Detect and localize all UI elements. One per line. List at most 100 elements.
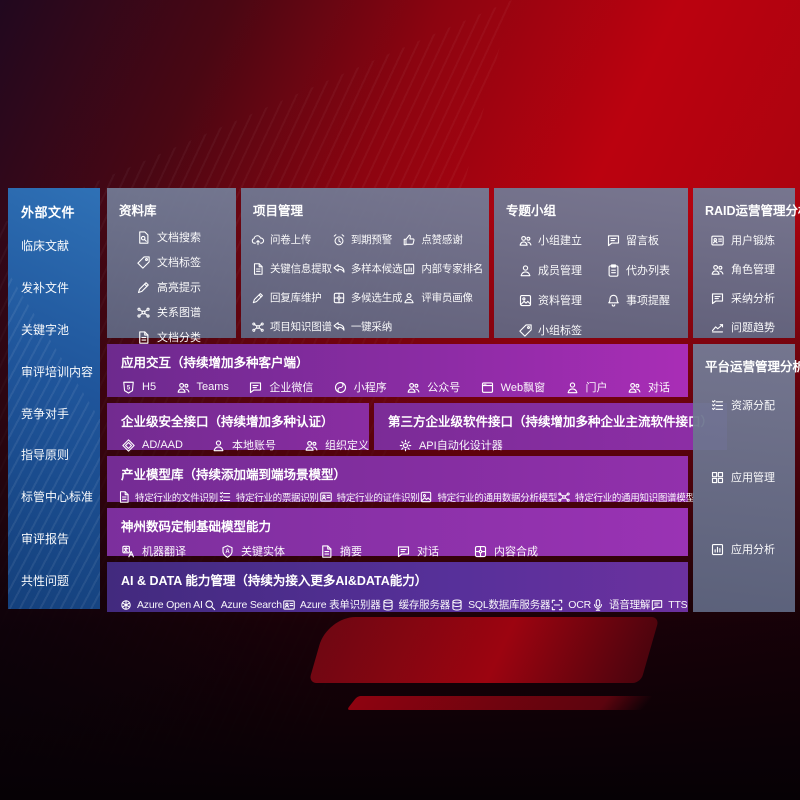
raid-item[interactable]: 角色管理 <box>710 261 795 277</box>
service-item[interactable]: SQL数据库服务器 <box>450 597 550 612</box>
multi-generate-icon <box>332 291 346 305</box>
item-label: TTS <box>668 598 688 611</box>
item-label: 应用分析 <box>731 544 775 556</box>
capability-item[interactable]: 对话 <box>396 543 439 559</box>
sidebar-item[interactable]: 发补文件 <box>21 279 94 296</box>
capability-item[interactable]: 关键实体 <box>220 543 285 559</box>
item-label: 采纳分析 <box>731 293 775 305</box>
group-item[interactable]: 事项提醒 <box>606 292 684 308</box>
raid-item[interactable]: 采纳分析 <box>710 290 795 306</box>
member-manage-icon <box>518 263 533 278</box>
item-label: 关键信息提取 <box>270 263 332 275</box>
item-label: 评审员画像 <box>421 292 473 304</box>
capability-item[interactable]: 内容合成 <box>473 543 538 559</box>
item-label: 组织定义 <box>324 440 369 452</box>
model-item[interactable]: 特定行业的通用数据分析模型 <box>419 490 557 504</box>
client-item[interactable]: 对话 <box>627 379 670 395</box>
project-item[interactable]: 回复库维护 <box>251 290 332 305</box>
client-item[interactable]: 小程序 <box>333 379 387 395</box>
platform-item[interactable]: 应用分析 <box>710 541 795 557</box>
panel-repository: 资料库 文档搜索 文档标签 高亮提示 关系图谱 文档分类 <box>107 188 236 344</box>
repository-item[interactable]: 高亮提示 <box>136 279 236 295</box>
project-item[interactable]: 关键信息提取 <box>251 261 332 276</box>
ad-aad-icon <box>121 438 136 453</box>
sidebar-item[interactable]: 审评报告 <box>21 530 94 547</box>
item-label: 多候选生成 <box>350 292 403 304</box>
service-item[interactable]: Azure 表单识别器 <box>282 597 381 612</box>
item-label: 标管中心标准 <box>21 490 94 505</box>
repository-item[interactable]: 文档分类 <box>136 329 236 345</box>
project-item[interactable]: 评审员画像 <box>402 290 483 305</box>
raid-item[interactable]: 用户锻炼 <box>710 232 795 248</box>
industry-list: 特定行业的文件识别 特定行业的票据识别 特定行业的证件识别 特定行业的通用数据分析模型… <box>107 483 695 504</box>
sidebar-item[interactable]: 关键字池 <box>21 321 94 338</box>
model-item[interactable]: 特定行业的票据识别 <box>218 490 319 504</box>
group-item[interactable]: 小组标签 <box>518 322 606 338</box>
group-item[interactable]: 代办列表 <box>606 262 684 278</box>
capability-item[interactable]: 摘要 <box>319 543 362 559</box>
group-item[interactable]: 小组建立 <box>518 232 606 248</box>
service-item[interactable]: 语音理解 <box>591 597 650 612</box>
model-item[interactable]: 特定行业的证件识别 <box>319 490 420 504</box>
client-item[interactable]: 企业微信 <box>248 379 313 395</box>
auth-item[interactable]: 组织定义 <box>304 437 369 453</box>
repository-item[interactable]: 文档搜索 <box>136 229 236 245</box>
auth-item[interactable]: AD/AAD <box>121 438 183 453</box>
reminder-bell-icon <box>606 293 621 308</box>
sidebar-item[interactable]: 指导原则 <box>21 446 94 463</box>
client-item[interactable]: Teams <box>176 380 229 395</box>
project-item[interactable]: 多样本候选 <box>332 261 403 276</box>
raid-item[interactable]: 问题趋势 <box>710 319 795 335</box>
service-item[interactable]: Azure Open AI <box>119 598 203 612</box>
cloud-upload-icon <box>251 233 265 247</box>
client-item[interactable]: Web飘窗 <box>480 379 545 395</box>
item-label: 文档分类 <box>157 332 201 344</box>
reviewer-profile-icon <box>402 291 416 305</box>
sidebar-item[interactable]: 临床文献 <box>21 237 94 254</box>
project-item[interactable]: 项目知识图谱 <box>251 319 332 334</box>
sidebar-item[interactable]: 竞争对手 <box>21 405 94 422</box>
project-item[interactable]: 点赞感谢 <box>402 232 483 247</box>
model-item[interactable]: 特定行业的文件识别 <box>117 490 218 504</box>
center-column: 资料库 文档搜索 文档标签 高亮提示 关系图谱 文档分类 项目管理 问卷上传 到期预警 点赞… <box>107 188 727 612</box>
item-label: 关键字池 <box>21 322 70 337</box>
group-item[interactable]: 成员管理 <box>518 262 606 278</box>
dialog-chat-icon <box>396 544 411 559</box>
platform-item[interactable]: 资源分配 <box>710 397 795 413</box>
sidebar-item[interactable]: 标管中心标准 <box>21 488 94 505</box>
service-item[interactable]: 缓存服务器 <box>381 597 450 612</box>
client-item[interactable]: 公众号 <box>406 379 460 395</box>
issue-trend-icon <box>710 320 725 335</box>
repository-item[interactable]: 文档标签 <box>136 254 236 270</box>
interface-item[interactable]: API自动化设计器 <box>398 437 503 453</box>
project-item[interactable]: 内部专家排名 <box>402 261 483 276</box>
band-industry-models: 产业模型库（持续添加端到端场景模型） 特定行业的文件识别 特定行业的票据识别 特定行… <box>107 456 695 504</box>
service-item[interactable]: OCR <box>550 598 591 612</box>
sidebar-item[interactable]: 共性问题 <box>21 572 94 589</box>
h5-shield-icon <box>121 380 136 395</box>
capability-item[interactable]: 机器翻译 <box>121 543 186 559</box>
model-item[interactable]: 特定行业的通用知识图谱模型 <box>557 490 695 504</box>
api-designer-icon <box>398 438 413 453</box>
azure-openai-icon <box>119 598 133 612</box>
client-item[interactable]: 门户 <box>565 379 608 395</box>
group-item[interactable]: 留言板 <box>606 232 684 248</box>
service-item[interactable]: Azure Search <box>203 598 282 612</box>
message-board-icon <box>606 233 621 248</box>
app-analysis-icon <box>710 542 725 557</box>
auth-item[interactable]: 本地账号 <box>211 437 276 453</box>
project-item[interactable]: 一键采纳 <box>332 319 403 334</box>
project-item[interactable]: 多候选生成 <box>332 290 403 305</box>
service-item[interactable]: TTS <box>650 598 688 612</box>
repository-item[interactable]: 关系图谱 <box>136 304 236 320</box>
client-item[interactable]: H5 <box>121 380 156 395</box>
sidebar-item[interactable]: 审评培训内容 <box>21 363 94 380</box>
item-label: 特定行业的票据识别 <box>235 493 319 504</box>
platform-item[interactable]: 应用管理 <box>710 469 795 485</box>
sidebar-title: 外部文件 <box>21 205 76 220</box>
project-item[interactable]: 到期预警 <box>332 232 403 247</box>
project-item[interactable]: 问卷上传 <box>251 232 332 247</box>
todo-list-icon <box>606 263 621 278</box>
group-item[interactable]: 资料管理 <box>518 292 606 308</box>
